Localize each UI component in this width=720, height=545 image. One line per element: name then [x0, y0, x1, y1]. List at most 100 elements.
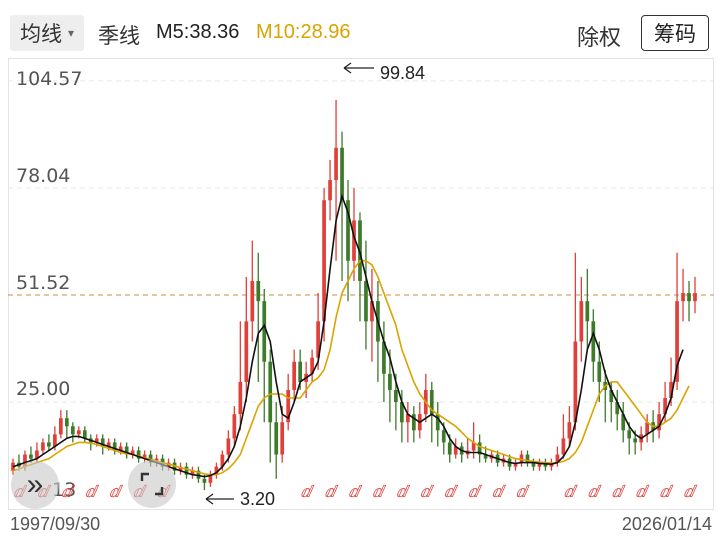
candle-body: [364, 280, 368, 322]
dividend-marker-glyph: ⅆ: [516, 484, 531, 501]
candle-body: [513, 462, 518, 467]
candle-body: [645, 422, 650, 435]
candle-body: [82, 430, 87, 439]
candle-body: [447, 442, 452, 455]
dividend-marker-glyph: ⅆ: [324, 484, 339, 501]
dividend-marker-glyph: ⅆ: [468, 484, 483, 501]
candle-body: [675, 301, 679, 382]
candle-body: [94, 438, 99, 443]
ma-layer: [12, 193, 690, 478]
ma10-value: M10:28.96: [256, 21, 351, 43]
candle-body: [609, 389, 614, 403]
candle-body: [244, 321, 249, 382]
dividend-marker-icon: ⅆ: [396, 484, 411, 501]
dividend-marker-glyph: ⅆ: [444, 484, 459, 501]
candle-body: [453, 446, 458, 455]
candle-body: [346, 200, 350, 261]
dividend-marker-icon: ⅆ: [659, 484, 674, 501]
fullscreen-glyph: [140, 472, 164, 496]
chips-button[interactable]: 筹码: [641, 15, 709, 51]
candle-body: [23, 454, 27, 467]
ma5-value: M5:38.36: [156, 21, 240, 43]
dividend-marker-glyph: ⅆ: [659, 484, 674, 501]
dividend-marker-icon: ⅆ: [587, 484, 602, 501]
candle-body: [441, 430, 446, 443]
candle-body: [322, 200, 326, 322]
dividend-marker-icon: ⅆ: [324, 484, 339, 501]
candle-body: [178, 466, 183, 471]
adjust-button[interactable]: 除权: [577, 25, 622, 50]
candle-body: [70, 426, 75, 435]
y-tick-label: 51.52: [16, 272, 70, 294]
candle-body: [471, 442, 476, 451]
candle-body: [543, 462, 548, 467]
dividend-marker-icon: ⅆ: [61, 484, 76, 501]
fullscreen-icon[interactable]: [128, 460, 176, 508]
candle-body: [531, 462, 536, 467]
dividend-marker-icon: ⅆ: [563, 484, 578, 501]
y-tick-label: 78.04: [16, 165, 70, 187]
dividend-marker-glyph: ⅆ: [85, 484, 100, 501]
candle-body: [334, 147, 338, 181]
candle-body: [100, 438, 105, 447]
ma-dropdown-button[interactable]: 均线 ▾: [10, 15, 85, 51]
arrow-left-icon: [343, 62, 352, 74]
chart-border: [8, 58, 714, 510]
chevron-down-icon: ▾: [68, 26, 75, 40]
dividend-marker-glyph: ⅆ: [61, 484, 76, 501]
dividend-marker-glyph: ⅆ: [372, 484, 387, 501]
candle-body: [681, 293, 685, 302]
candle-body: [627, 430, 632, 439]
dividend-markers-layer: ⅆⅆⅆⅆⅆⅆⅆⅆⅆⅆⅆⅆⅆⅆⅆⅆⅆⅆⅆⅆⅆⅆⅆ: [13, 484, 698, 501]
arrow-left-icon: [205, 493, 214, 505]
candle-body: [328, 180, 332, 201]
candle-body: [585, 301, 590, 322]
dividend-marker-glyph: ⅆ: [587, 484, 602, 501]
candle-body: [405, 414, 410, 423]
dividend-marker-icon: ⅆ: [420, 484, 435, 501]
candle-body: [663, 398, 667, 415]
dividend-marker-icon: ⅆ: [492, 484, 507, 501]
x-axis-end-date: 2026/01/14: [621, 514, 712, 534]
candle-body: [136, 450, 141, 459]
candle-body: [35, 450, 39, 459]
candle-body: [340, 147, 344, 201]
candle-body: [76, 430, 81, 435]
candle-body: [394, 389, 398, 403]
candle-body: [124, 446, 129, 455]
period-label: 季线: [98, 25, 140, 48]
dividend-marker-icon: ⅆ: [372, 484, 387, 501]
dividend-marker-glyph: ⅆ: [563, 484, 578, 501]
double-chevron-right-icon[interactable]: »: [11, 461, 59, 509]
candle-body: [280, 422, 285, 455]
candle-body: [352, 220, 356, 261]
dividend-marker-icon: ⅆ: [683, 484, 698, 501]
candle-body: [214, 466, 219, 475]
candle-body: [58, 418, 63, 435]
candle-body: [41, 442, 45, 451]
candle-body: [118, 446, 123, 451]
candle-body: [292, 361, 297, 390]
candle-body: [142, 454, 147, 459]
annotations-layer: 99.84 3.20: [205, 62, 425, 509]
candle-body: [250, 280, 255, 322]
candle-body: [268, 361, 273, 423]
candle-body: [477, 442, 482, 455]
candle-body: [525, 454, 530, 463]
candle-body: [400, 402, 404, 423]
dividend-marker-glyph: ⅆ: [348, 484, 363, 501]
y-tick-label: 25.00: [16, 378, 70, 400]
candle-body: [597, 361, 602, 382]
candle-body: [483, 454, 488, 459]
candle-body: [226, 438, 231, 455]
candle-body: [256, 280, 261, 302]
candle-body: [633, 438, 638, 443]
dividend-marker-glyph: ⅆ: [492, 484, 507, 501]
high-annotation: 99.84: [343, 62, 425, 83]
candle-body: [382, 341, 386, 374]
candle-body: [669, 381, 673, 399]
x-axis-start-date: 1997/09/30: [10, 514, 101, 534]
dividend-marker-icon: ⅆ: [516, 484, 531, 501]
